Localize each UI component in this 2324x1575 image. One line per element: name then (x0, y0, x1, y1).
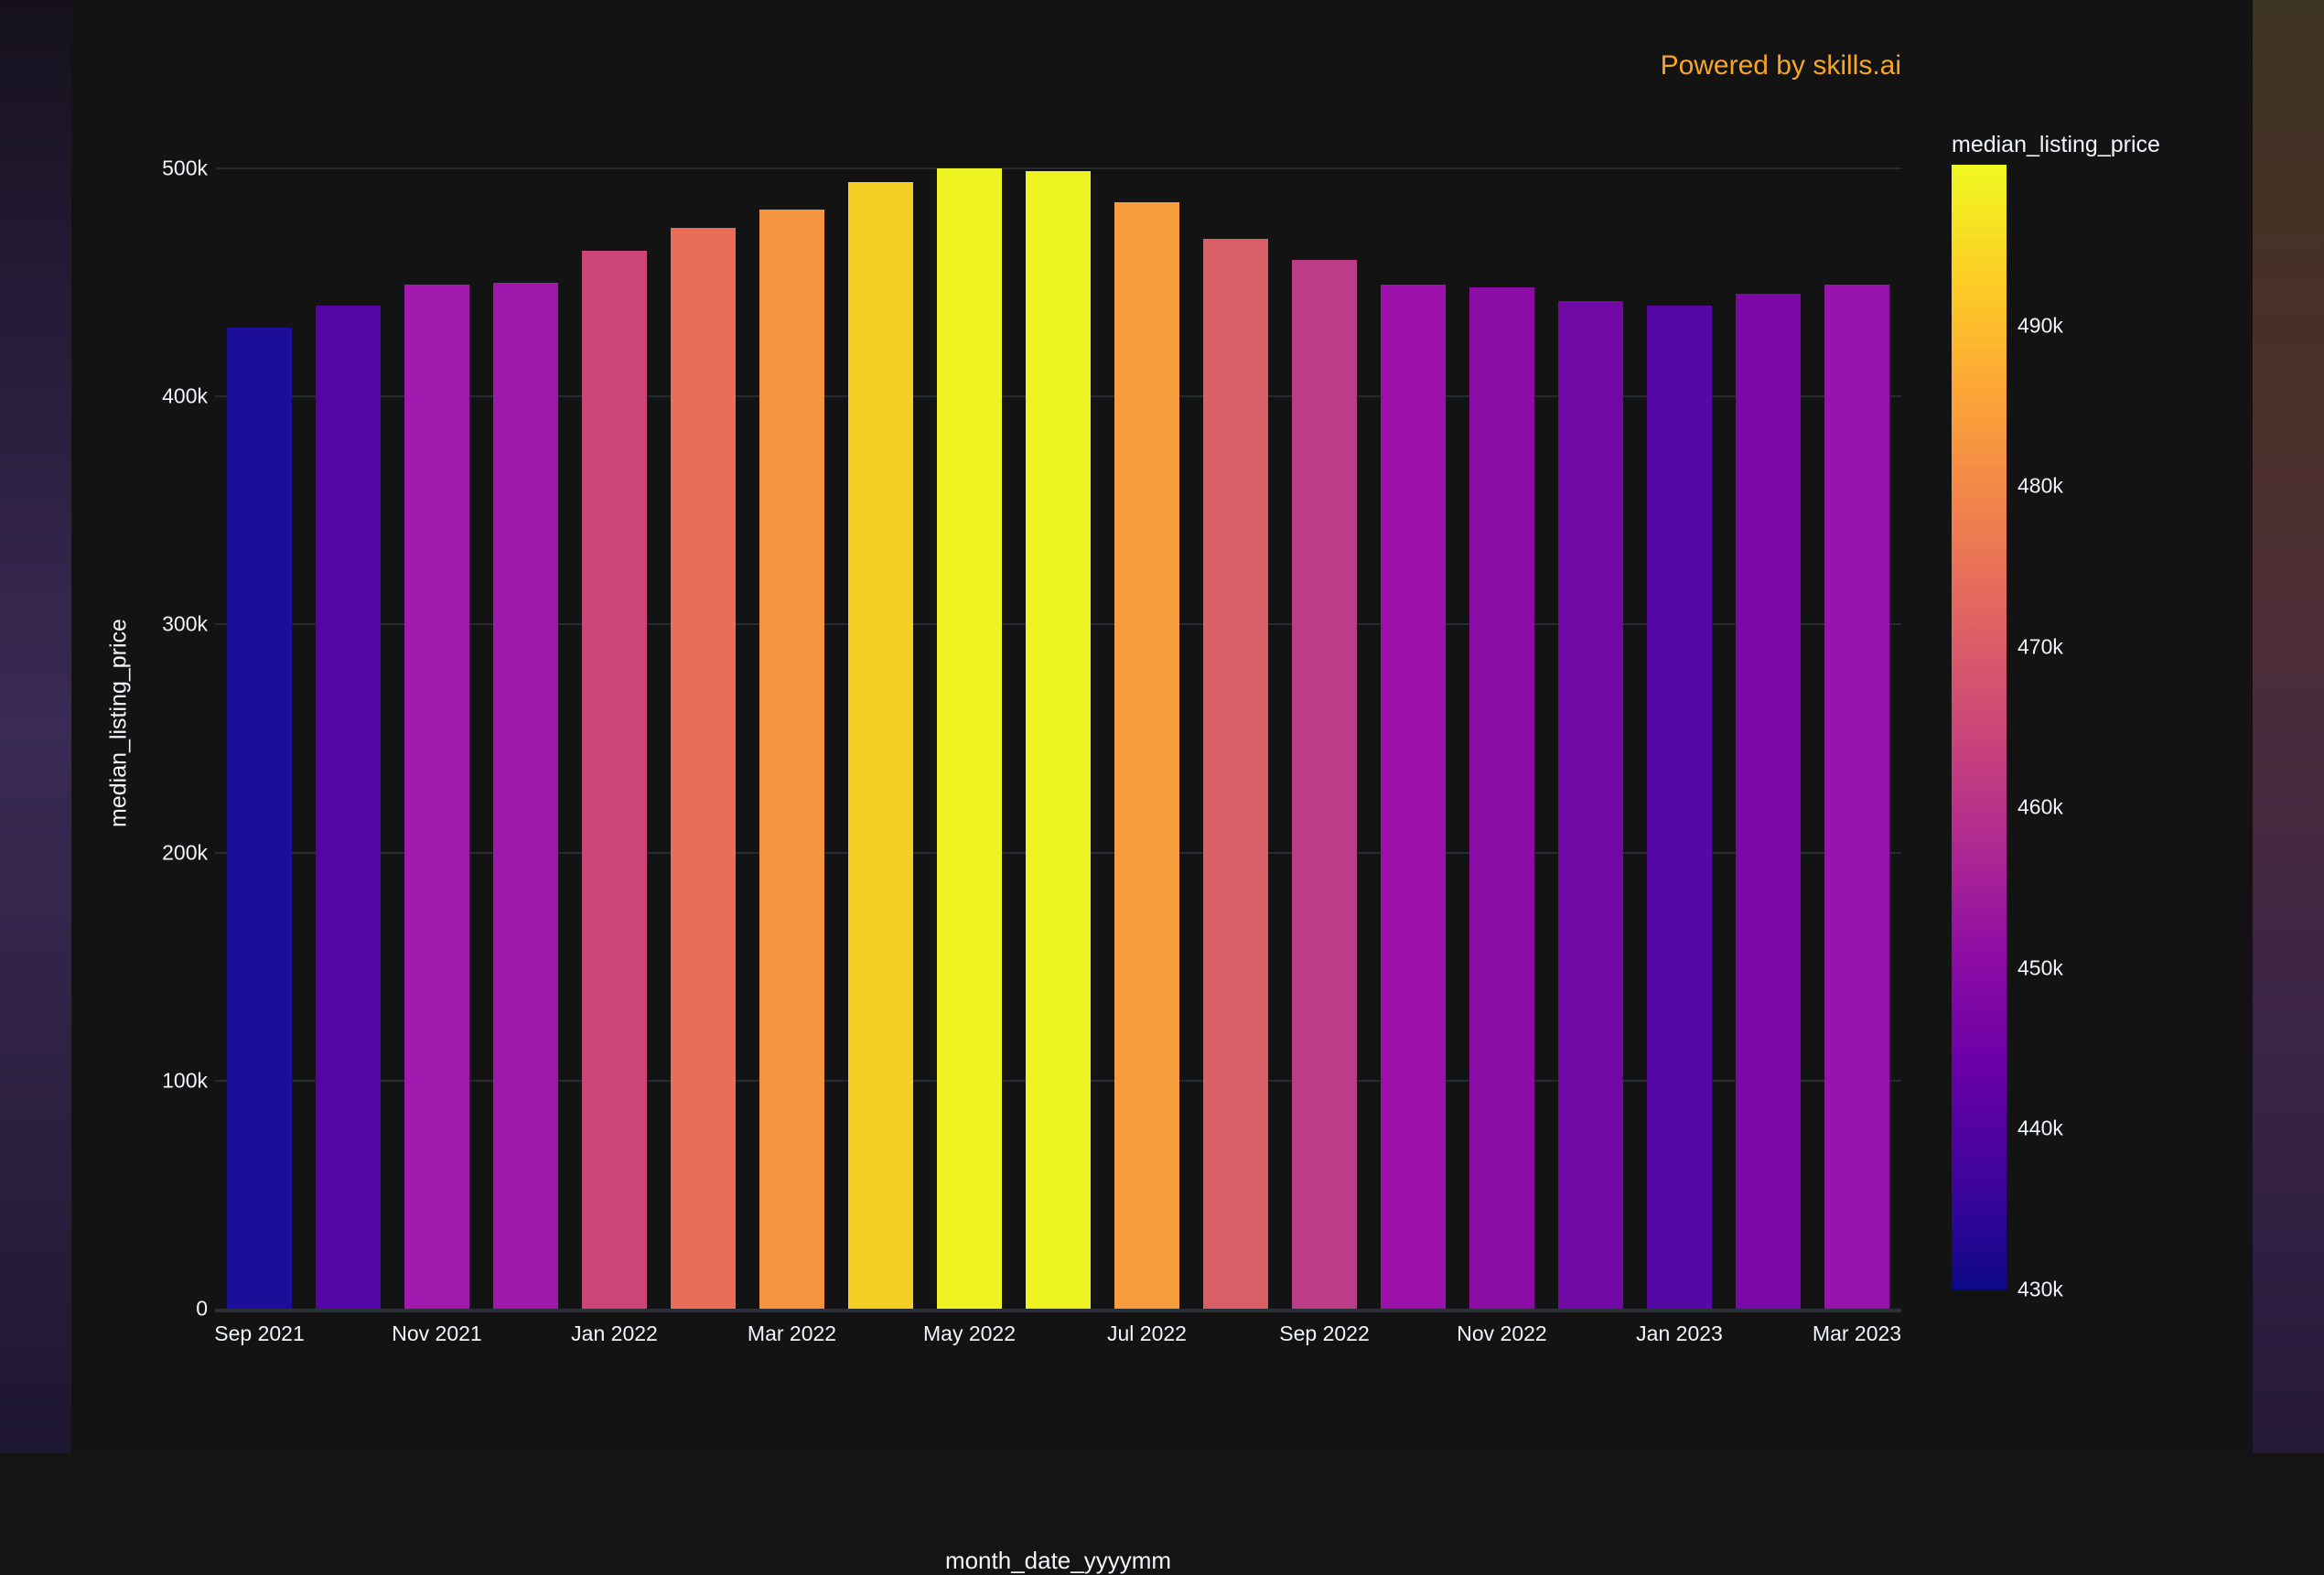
bar-feb-2022 (671, 227, 736, 1309)
x-tick-label: Jan 2023 (1636, 1321, 1723, 1345)
colorbar-tick-label: 440k (2017, 1116, 2063, 1140)
x-tick-label: Sep 2021 (214, 1321, 305, 1345)
y-tick-label: 400k (162, 383, 208, 408)
bar-nov-2022 (1469, 286, 1534, 1309)
colorbar-tick-label: 430k (2017, 1277, 2063, 1301)
bar-jan-2023 (1647, 305, 1712, 1309)
bar-jun-2022 (1026, 170, 1091, 1309)
x-axis-line (215, 1309, 1901, 1312)
y-tick-label: 500k (162, 156, 208, 180)
bar-mar-2023 (1824, 285, 1889, 1309)
page-background-gradient-left (0, 0, 71, 1453)
plot-area: 0 100k 200k 300k 400k 500k Sep 2021 Nov 2021 Ja… (162, 156, 1901, 1575)
powered-by-skills-ai-link[interactable]: Powered by skills.ai (1660, 50, 1901, 81)
y-tick-label: 200k (162, 840, 208, 865)
y-axis-title: median_listing_price (105, 619, 132, 827)
colorbar-tick-label: 460k (2017, 794, 2063, 819)
colorbar-tick-label: 480k (2017, 473, 2063, 498)
x-tick-label: Mar 2022 (747, 1321, 837, 1345)
bar-jul-2022 (1114, 202, 1179, 1309)
bar-apr-2022 (848, 181, 913, 1309)
x-tick-label: Nov 2021 (392, 1321, 482, 1345)
x-tick-label: Nov 2022 (1457, 1321, 1547, 1345)
x-tick-label: May 2022 (922, 1321, 1017, 1345)
x-tick-label: Sep 2022 (1279, 1321, 1370, 1345)
colorbar-tick-label: 450k (2017, 955, 2063, 980)
bar-dec-2022 (1558, 300, 1623, 1309)
x-axis-title: month_date_yyyymm (944, 1547, 1172, 1574)
bar-sep-2022 (1292, 259, 1357, 1309)
bar-dec-2021 (493, 282, 558, 1309)
x-tick-label: Jan 2022 (571, 1321, 658, 1345)
bar-may-2022 (937, 168, 1002, 1309)
colorbar-tick-label: 470k (2017, 634, 2063, 659)
bar-jan-2022 (582, 250, 647, 1309)
bar-nov-2021 (404, 285, 469, 1309)
bar-mar-2022 (759, 209, 824, 1309)
bar-oct-2022 (1381, 285, 1446, 1309)
colorbar-title: median_listing_price (1952, 132, 2160, 157)
colorbar-tick-label: 490k (2017, 313, 2063, 338)
y-tick-label: 300k (162, 611, 208, 636)
x-tick-label: Mar 2023 (1812, 1321, 1902, 1345)
x-tick-label: Jul 2022 (1107, 1321, 1187, 1345)
bar-oct-2021 (316, 305, 381, 1309)
colorbar-gradient (1952, 165, 2007, 1289)
y-tick-label: 100k (162, 1068, 208, 1093)
bar-feb-2023 (1736, 294, 1801, 1309)
bar-aug-2022 (1203, 239, 1268, 1309)
y-tick-label: 0 (196, 1296, 208, 1321)
page-background-gradient-right (2253, 0, 2324, 1453)
gridline-500k (215, 167, 1901, 169)
bar-sep-2021 (227, 328, 292, 1309)
